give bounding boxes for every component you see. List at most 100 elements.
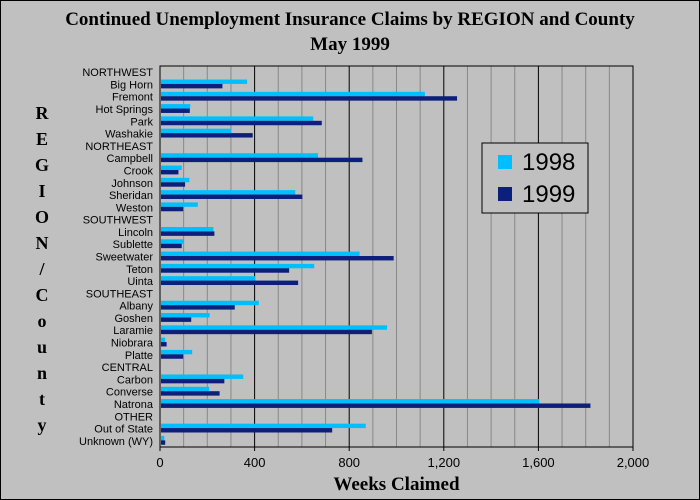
y-axis-label-char: C xyxy=(35,285,49,305)
bar-1999 xyxy=(161,108,190,113)
y-tick-label: Niobrara xyxy=(111,338,154,350)
y-axis-label-char: R xyxy=(35,103,49,123)
x-tick-label: 800 xyxy=(338,455,360,470)
y-axis-label-char: I xyxy=(38,181,46,201)
y-axis-label-char: t xyxy=(39,389,45,409)
bar-1998 xyxy=(161,374,244,379)
bar-1999 xyxy=(161,182,186,187)
x-axis-label: Weeks Claimed xyxy=(333,474,460,495)
bar-1998 xyxy=(161,435,165,441)
bar-1998 xyxy=(161,386,210,392)
y-axis-label-char: / xyxy=(39,259,45,279)
chart-title: Continued Unemployment Insurance Claims … xyxy=(65,9,635,30)
y-tick-label: Converse xyxy=(106,387,153,399)
y-tick-label: Crook xyxy=(124,165,154,177)
y-tick-label: Uinta xyxy=(127,276,154,288)
bar-1998 xyxy=(161,313,210,318)
y-tick-label: Campbell xyxy=(107,153,153,165)
y-tick-label: Park xyxy=(130,116,153,128)
y-axis-label-char: G xyxy=(34,155,49,175)
bar-1999 xyxy=(161,280,299,286)
y-tick-label: NORTHEAST xyxy=(85,141,153,153)
y-tick-label: Johnson xyxy=(111,178,153,190)
x-tick-label: 2,000 xyxy=(617,455,650,470)
plot-frame xyxy=(159,65,634,448)
y-tick-label: Lincoln xyxy=(118,227,153,239)
legend-swatch-1999 xyxy=(498,187,512,201)
bar-1998 xyxy=(161,239,184,244)
y-tick-label: Out of State xyxy=(94,424,153,436)
legend-label-1998: 1998 xyxy=(522,149,575,176)
bar-1999 xyxy=(161,329,372,335)
bar-1999 xyxy=(161,256,394,261)
bar-1998 xyxy=(161,79,248,84)
y-tick-label: Weston xyxy=(116,202,153,214)
y-tick-label: SOUTHEAST xyxy=(86,288,154,300)
bar-1998 xyxy=(161,325,388,330)
y-tick-label: SOUTHWEST xyxy=(83,215,154,227)
bar-1999 xyxy=(161,342,167,347)
chart-subtitle: May 1999 xyxy=(310,34,390,55)
bar-1998 xyxy=(161,104,191,109)
bar-1998 xyxy=(161,177,190,183)
bar-1998 xyxy=(161,202,198,207)
bar-1999 xyxy=(161,243,182,249)
bar-1998 xyxy=(161,349,193,355)
y-tick-label: Albany xyxy=(119,301,153,313)
y-tick-label: Carbon xyxy=(117,374,153,386)
y-axis-label-char: N xyxy=(35,233,49,253)
legend-swatch-1998 xyxy=(498,155,512,169)
x-tick-label: 400 xyxy=(244,455,266,470)
x-tick-label: 1,600 xyxy=(522,455,555,470)
bar-1999 xyxy=(161,305,235,310)
y-tick-label: Goshen xyxy=(114,313,153,325)
bar-1999 xyxy=(161,317,192,322)
bar-1999 xyxy=(161,354,184,359)
bar-1998 xyxy=(161,190,296,195)
y-axis-label-char: y xyxy=(37,415,47,435)
bar-1998 xyxy=(161,300,259,306)
bar-1999 xyxy=(161,133,253,138)
bar-1998 xyxy=(161,227,214,232)
y-axis-label-char: u xyxy=(36,337,47,357)
bar-1999 xyxy=(161,428,333,433)
y-tick-label: Sublette xyxy=(113,239,153,251)
y-tick-label: Unknown (WY) xyxy=(79,436,153,448)
bar-1998 xyxy=(161,153,318,158)
y-tick-label: CENTRAL xyxy=(102,362,153,374)
y-tick-label: Washakie xyxy=(105,129,153,141)
x-tick-label: 1,200 xyxy=(428,455,461,470)
legend-label-1999: 1999 xyxy=(522,181,575,208)
y-tick-label: OTHER xyxy=(115,411,154,423)
bar-1999 xyxy=(161,231,215,236)
y-tick-label: Fremont xyxy=(112,92,153,104)
y-axis-label-char: n xyxy=(36,363,47,383)
y-tick-label: Teton xyxy=(126,264,153,276)
bar-1998 xyxy=(161,337,166,343)
bar-1999 xyxy=(161,268,290,273)
bar-1999 xyxy=(161,378,225,384)
y-tick-label: Natrona xyxy=(114,399,154,411)
bar-1998 xyxy=(161,263,315,269)
bar-1998 xyxy=(161,91,425,97)
y-tick-label: Big Horn xyxy=(110,79,153,91)
bar-1998 xyxy=(161,165,182,170)
bar-1998 xyxy=(161,251,360,257)
bar-1999 xyxy=(161,391,220,396)
bar-1999 xyxy=(161,157,363,163)
x-tick-label: 0 xyxy=(156,455,163,470)
legend-box xyxy=(481,142,589,214)
y-axis-label-char: O xyxy=(34,207,49,227)
y-axis-label-char: E xyxy=(35,129,48,149)
bar-1999 xyxy=(161,120,322,126)
bar-1998 xyxy=(161,116,314,121)
bar-1999 xyxy=(161,403,591,408)
bar-1999 xyxy=(161,96,458,101)
bar-1999 xyxy=(161,169,179,175)
y-tick-label: Hot Springs xyxy=(96,104,154,116)
bar-1999 xyxy=(161,194,303,199)
y-tick-label: NORTHWEST xyxy=(82,67,153,79)
y-axis-label-char: o xyxy=(37,311,47,331)
